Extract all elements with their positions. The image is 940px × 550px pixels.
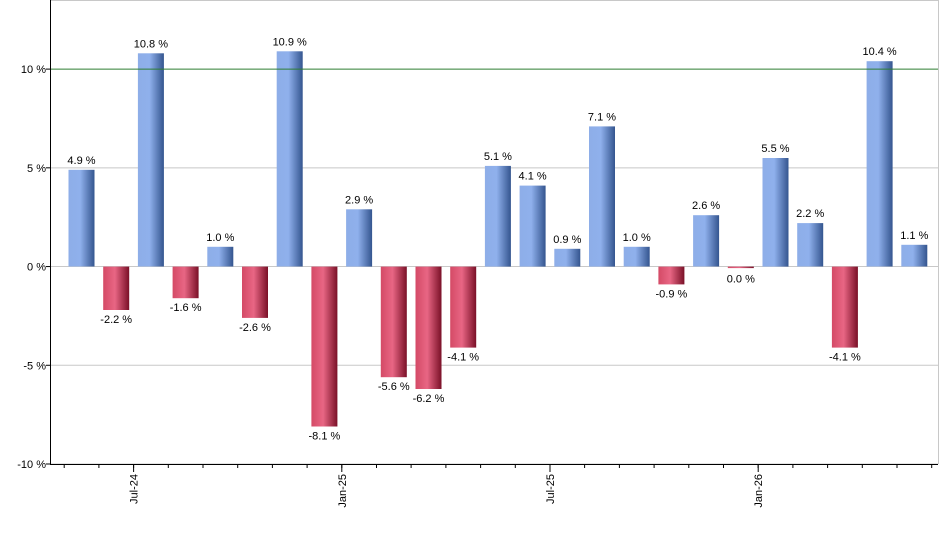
data-label: -5.6 % [378,381,410,393]
data-label: 7.1 % [588,111,616,123]
bar [484,165,511,267]
bar [276,51,303,267]
bar [415,266,442,389]
data-label: 10.9 % [273,36,307,48]
bar [311,266,338,427]
bar [901,244,928,267]
y-tick-label: 0 % [27,262,46,274]
bar [68,169,95,267]
data-label: 1.1 % [900,230,928,242]
bar [693,215,720,267]
data-label: -6.2 % [413,393,445,405]
bar [207,246,234,267]
data-label: 2.9 % [345,194,373,206]
data-label: 10.8 % [134,38,168,50]
x-tick-label: Jul-25 [545,474,557,504]
x-tick-label: Jan-25 [337,474,349,508]
data-label: -1.6 % [170,302,202,314]
bar [450,266,477,348]
bar [831,266,858,348]
bar [519,185,546,267]
bar [346,209,373,267]
bar [797,223,824,267]
data-label: -2.6 % [239,322,271,334]
data-label: -8.1 % [309,431,341,443]
bar [242,266,268,318]
y-tick-label: -10 % [17,459,46,471]
data-label: 4.1 % [519,171,547,183]
data-label: 2.2 % [796,208,824,220]
data-label: -2.2 % [100,314,132,326]
data-label: 2.6 % [692,200,720,212]
bar [727,266,754,269]
data-label: 4.9 % [67,155,95,167]
bar [554,248,581,267]
bar [380,266,407,378]
bar [658,266,685,285]
data-label: 1.0 % [206,232,234,244]
y-tick-label: 5 % [27,163,46,175]
data-label: 1.0 % [623,232,651,244]
data-label: 0.0 % [727,274,755,286]
bar [866,61,893,267]
data-label: 5.1 % [484,151,512,163]
bar [137,53,164,267]
data-label: 5.5 % [761,143,789,155]
data-label: -4.1 % [829,352,861,364]
data-label: -4.1 % [447,352,479,364]
bar [589,126,615,267]
data-label: 0.9 % [553,234,581,246]
bar [623,246,650,267]
x-tick-label: Jan-26 [753,474,765,508]
labels-layer: 10 % 5 % 0 % -5 % -10 % 4.9 % -2.2 % 10.8 % -1.6… [17,36,928,507]
bars-layer [68,51,928,427]
data-label: 10.4 % [862,46,896,58]
bar [103,266,130,310]
y-tick-label: -5 % [23,360,46,372]
y-tick-label: 10 % [21,64,46,76]
axis-layer [46,0,938,472]
data-label: -0.9 % [656,288,688,300]
x-tick-label: Jul-24 [129,474,141,504]
bar [172,266,199,299]
bar [762,158,789,267]
